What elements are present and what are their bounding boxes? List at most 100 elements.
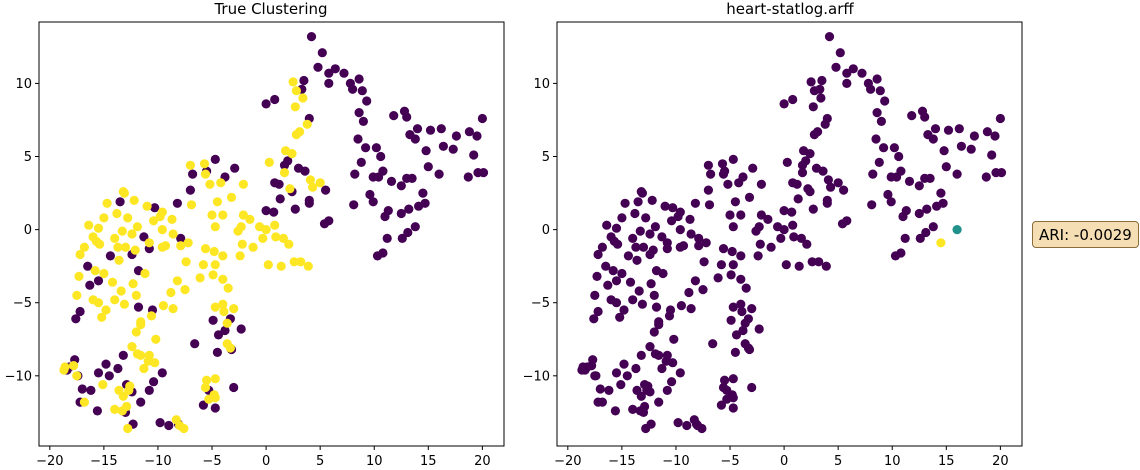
scatter-point [904,176,915,186]
scatter-point [604,385,614,395]
scatter-point [820,119,830,129]
scatter-point [74,271,84,281]
scatter-point [102,198,112,208]
scatter-point [79,397,89,407]
scatter-point [357,86,367,96]
scatter-point [296,257,306,267]
scatter-point [646,279,656,289]
scatter-point [914,181,924,191]
scatter-point [306,31,317,42]
scatter-point [438,141,448,151]
scatter-point [740,318,750,328]
scatter-point [824,31,835,42]
scatter-point [617,213,627,223]
scatter-point [871,134,881,144]
scatter-point [136,397,146,407]
scatter-point [650,222,661,232]
scatter-point [609,236,619,246]
scatter-point [149,216,159,226]
scatter-point [936,238,946,248]
scatter-point [954,124,964,134]
scatter-point [787,207,797,217]
scatter-point [675,368,685,378]
scatter-point [736,210,746,220]
scatter-point [625,277,636,287]
scatter-point [781,260,791,270]
scatter-point [404,204,414,214]
scatter-point [200,169,211,179]
scatter-point [699,257,709,267]
scatter-point [181,257,191,267]
scatter-point [936,188,946,198]
x-tick-label: −5 [720,454,739,469]
scatter-point [821,261,831,271]
scatter-point [220,325,230,336]
scatter-point [874,157,884,167]
scatter-point [701,238,711,248]
scatter-point [209,246,219,257]
scatter-point [848,64,858,74]
scatter-point [157,368,167,378]
scatter-point [110,233,120,243]
scatter-point [229,382,239,393]
scatter-point [150,203,160,213]
scatter-point [590,371,600,381]
scatter-point [368,197,378,207]
scatter-point [378,166,388,176]
scatter-point [648,245,658,255]
scatter-point [324,78,334,88]
scatter-point [956,141,967,151]
x-axis: −20 −15 −10 −5 0 5 10 15 20 [554,446,1009,469]
scatter-point [966,144,976,154]
scatter-point [802,239,812,249]
scatter-point [313,62,323,72]
scatter-point [734,178,744,188]
scatter-point [204,394,214,404]
scatter-point [133,302,144,312]
scatter-point [660,201,670,211]
scatter-point [697,423,707,434]
scatter-point [657,363,667,374]
scatter-point [747,304,757,314]
scatter-point [258,233,268,243]
scatter-point [274,179,284,189]
scatter-point [185,185,195,195]
scatter-point [857,68,867,78]
scatter-point [822,198,832,208]
x-tick-label: 0 [262,454,270,469]
scatter-point [728,260,738,270]
scatter-point [872,74,882,84]
scatter-point [789,232,799,242]
scatter-point [248,242,258,252]
scatter-point [354,108,364,118]
scatter-point [97,312,107,322]
panel-true-clustering: True Clustering −20 −15 −10 −5 0 5 10 15 20 −10−… [5,0,505,469]
scatter-point [617,268,627,279]
scatter-point [263,260,273,270]
scatter-point [75,249,85,260]
scatter-point [900,233,910,243]
scatter-point [738,325,748,336]
scatter-point [372,251,383,261]
scatter-point [305,175,315,185]
scatter-point [619,305,629,315]
scatter-point [238,179,248,189]
x-axis: −20 −15 −10 −5 0 5 10 15 20 [36,446,491,469]
scatter-point [290,204,300,214]
scatter-point [654,397,664,407]
scatter-point [110,295,120,305]
y-tick-label: −10 [5,369,32,384]
scatter-point [667,377,677,387]
scatter-point [928,222,938,232]
scatter-point [923,130,933,140]
y-tick-label: 10 [15,77,32,92]
scatter-point [632,255,642,265]
scatter-point [651,302,662,312]
scatter-point [619,359,629,369]
x-tick-label: −10 [144,454,171,469]
scatter-point [405,130,415,140]
scatter-point [198,260,208,270]
scatter-point [233,226,243,236]
scatter-point [690,276,701,286]
scatter-point [110,404,120,414]
